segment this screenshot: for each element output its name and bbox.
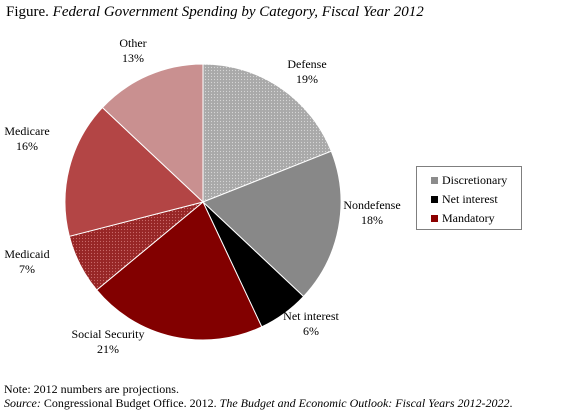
slice-label-defense: Defense	[287, 57, 326, 71]
source-text: Congressional Budget Office. 2012.	[40, 396, 220, 410]
legend: Discretionary Net interest Mandatory	[416, 166, 522, 230]
slice-value-net-interest: 6%	[303, 324, 319, 338]
source-title: The Budget and Economic Outlook: Fiscal …	[219, 396, 510, 410]
slice-defense	[202, 63, 332, 203]
legend-label-discretionary: Discretionary	[442, 173, 508, 187]
slice-medicare	[64, 106, 205, 237]
slice-value-nondefense: 18%	[361, 213, 383, 227]
slice-label-other: Other	[119, 36, 146, 50]
slice-nondefense	[202, 150, 342, 298]
slice-label-medicaid: Medicaid	[4, 247, 49, 261]
slice-value-defense: 19%	[296, 72, 318, 86]
slice-label-nondefense: Nondefense	[343, 198, 400, 212]
slice-value-other: 13%	[122, 51, 144, 65]
legend-swatch-mandatory	[431, 215, 438, 222]
figure-notes: Note: 2012 numbers are projections. Sour…	[4, 382, 513, 410]
note-line: Note: 2012 numbers are projections.	[4, 382, 179, 396]
slice-value-social-security: 21%	[97, 342, 119, 356]
legend-item-discretionary: Discretionary	[431, 171, 521, 190]
source-prefix: Source:	[4, 396, 41, 410]
slice-label-net-interest: Net interest	[283, 309, 339, 323]
legend-item-mandatory: Mandatory	[431, 209, 521, 228]
legend-swatch-net-interest	[431, 196, 438, 203]
slice-value-medicare: 16%	[16, 139, 38, 153]
pie-slices	[64, 63, 342, 341]
source-line: Source: Congressional Budget Office. 201…	[4, 396, 513, 410]
source-suffix: .	[509, 396, 513, 410]
slice-other	[101, 63, 204, 204]
slice-label-social-security: Social Security	[72, 327, 145, 341]
figure-prefix: Figure.	[6, 4, 49, 20]
legend-item-net-interest: Net interest	[431, 190, 521, 209]
legend-label-mandatory: Mandatory	[442, 211, 495, 225]
legend-label-net-interest: Net interest	[442, 192, 498, 206]
legend-swatch-discretionary	[431, 177, 438, 184]
slice-label-medicare: Medicare	[4, 124, 49, 138]
slice-value-medicaid: 7%	[19, 262, 35, 276]
figure-title: Figure. Federal Government Spending by C…	[6, 4, 424, 21]
slice-social-security	[95, 201, 263, 341]
figure-title-text: Federal Government Spending by Category,…	[52, 4, 424, 20]
